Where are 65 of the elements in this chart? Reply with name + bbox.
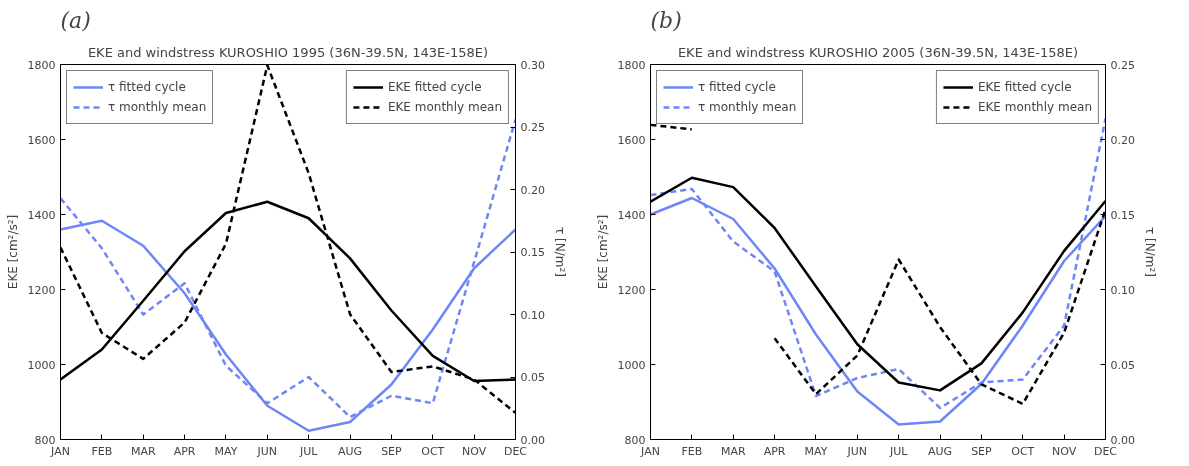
x-tick-label: SEP [971,444,993,458]
y2-axis-title: τ [N/m²] [1142,227,1157,277]
y2-tick-label: 0.05 [1110,358,1135,372]
y-tick-label: 1400 [617,208,646,222]
x-tick-label: SEP [381,444,403,458]
x-tick-label: OCT [421,444,445,458]
y2-tick-label: 0.00 [1110,433,1135,447]
x-tick-label: APR [763,444,786,458]
x-tick-label: JAN [50,444,70,458]
x-tick-label: JUN [846,444,868,458]
x-tick-label: JUL [298,444,319,458]
y-tick-label: 1600 [27,133,56,147]
legend-label: EKE monthly mean [387,100,502,114]
y-tick-label: 1000 [617,358,646,372]
y2-axis-title: τ [N/m²] [552,227,567,277]
x-tick-label: MAR [130,444,156,458]
x-tick-label: NOV [462,444,487,458]
y2-tick-label: 0.10 [1110,283,1135,297]
legend-label: τ fitted cycle [108,80,186,94]
chart-title: EKE and windstress KUROSHIO 2005 (36N-39.5N, 143E-158E) [677,44,1079,60]
x-tick-label: APR [173,444,196,458]
x-tick-label: DEC [503,444,528,458]
y2-tick-label: 0.10 [520,308,545,322]
legend-label: EKE fitted cycle [387,80,482,94]
y-tick-label: 1200 [617,283,646,297]
x-tick-label: JUN [256,444,278,458]
x-tick-label: MAY [804,444,828,458]
y2-tick-label: 0.25 [1110,58,1135,72]
legend-label: EKE monthly mean [977,100,1092,114]
x-tick-label: FEB [681,444,703,458]
text: (b) [650,7,682,33]
x-tick-label: AUG [928,444,953,458]
x-tick-label: JAN [640,444,660,458]
y-tick-label: 1800 [27,58,56,72]
y-axis-title: EKE [cm²/s²] [5,214,20,290]
x-tick-label: FEB [91,444,113,458]
chart-title: EKE and windstress KUROSHIO 1995 (36N-39.5N, 143E-158E) [87,44,489,60]
y-tick-label: 800 [624,433,646,447]
x-tick-label: NOV [1052,444,1077,458]
y2-tick-label: 0.15 [520,246,545,259]
legend-label: τ monthly mean [108,100,207,114]
y-tick-label: 1200 [27,283,56,297]
y2-tick-label: 0.25 [520,121,545,134]
y-tick-label: 800 [34,433,56,447]
y2-tick-label: 0.05 [520,371,545,384]
x-tick-label: MAY [214,444,238,458]
x-tick-label: AUG [338,444,363,458]
y-tick-label: 1400 [27,208,56,222]
y-tick-label: 1600 [617,133,646,147]
y2-tick-label: 0.15 [1110,208,1135,222]
x-tick-label: OCT [1011,444,1035,458]
y2-tick-label: 0.30 [520,58,545,72]
x-tick-label: JUL [888,444,909,458]
y-tick-label: 1000 [27,358,56,372]
y2-tick-label: 0.00 [520,433,545,447]
legend-label: τ monthly mean [698,100,797,114]
y-tick-label: 1800 [617,58,646,72]
text: (a) [60,7,91,33]
y2-tick-label: 0.20 [1110,133,1135,147]
legend-label: τ fitted cycle [698,80,776,94]
legend-label: EKE fitted cycle [977,80,1072,94]
x-tick-label: MAR [720,444,746,458]
x-tick-label: DEC [1093,444,1118,458]
y2-tick-label: 0.20 [520,183,545,197]
y-axis-title: EKE [cm²/s²] [595,214,610,290]
